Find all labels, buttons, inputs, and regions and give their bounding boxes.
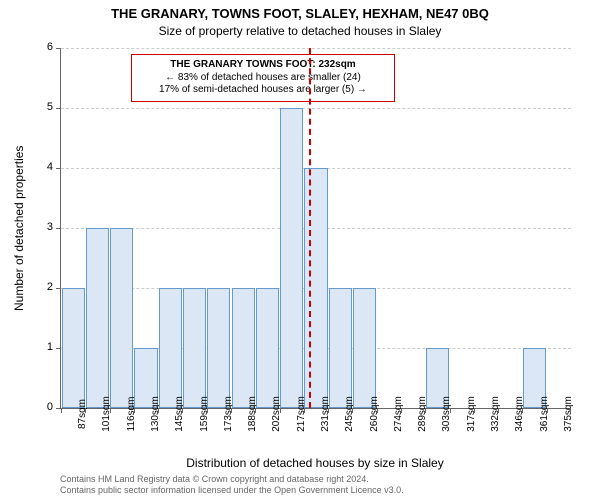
x-tick <box>85 408 86 413</box>
x-tick <box>547 408 548 413</box>
x-axis-label: Distribution of detached houses by size … <box>60 456 570 470</box>
chart-subtitle: Size of property relative to detached ho… <box>0 24 600 38</box>
x-tick <box>158 408 159 413</box>
x-tick <box>255 408 256 413</box>
x-tick <box>498 408 499 413</box>
chart-container: THE GRANARY, TOWNS FOOT, SLALEY, HEXHAM,… <box>0 0 600 500</box>
x-tick <box>570 408 571 413</box>
x-tick-label: 260sqm <box>369 396 380 432</box>
histogram-bar <box>329 288 352 408</box>
attribution: Contains HM Land Registry data © Crown c… <box>60 474 404 496</box>
histogram-bar <box>353 288 376 408</box>
x-tick <box>280 408 281 413</box>
histogram-bar <box>232 288 255 408</box>
y-tick-label: 5 <box>47 101 53 113</box>
x-tick <box>401 408 402 413</box>
y-tick-label: 4 <box>47 161 53 173</box>
attribution-line2: Contains public sector information licen… <box>60 485 404 496</box>
x-tick-label: 332sqm <box>490 396 501 432</box>
x-tick-label: 274sqm <box>393 396 404 432</box>
x-tick-label: 317sqm <box>466 396 477 432</box>
x-tick <box>304 408 305 413</box>
x-tick <box>182 408 183 413</box>
histogram-bar <box>183 288 206 408</box>
callout-line3: 17% of semi-detached houses are larger (… <box>138 84 388 97</box>
histogram-bar <box>280 108 303 408</box>
x-tick-label: 303sqm <box>441 396 452 432</box>
x-tick <box>231 408 232 413</box>
y-tick-label: 1 <box>47 341 53 353</box>
callout-line2: ← 83% of detached houses are smaller (24… <box>138 72 388 85</box>
histogram-bar <box>110 228 133 408</box>
plot-area: THE GRANARY TOWNS FOOT: 232sqm ← 83% of … <box>60 48 571 409</box>
y-axis-label: Number of detached properties <box>12 48 28 408</box>
x-tick <box>352 408 353 413</box>
grid-line <box>61 108 571 109</box>
marker-callout: THE GRANARY TOWNS FOOT: 232sqm ← 83% of … <box>131 54 395 102</box>
callout-title: THE GRANARY TOWNS FOOT: 232sqm <box>138 59 388 72</box>
x-tick <box>110 408 111 413</box>
chart-title: THE GRANARY, TOWNS FOOT, SLALEY, HEXHAM,… <box>0 6 600 21</box>
attribution-line1: Contains HM Land Registry data © Crown c… <box>60 474 404 485</box>
histogram-bar <box>159 288 182 408</box>
x-tick <box>134 408 135 413</box>
y-tick-label: 2 <box>47 281 53 293</box>
histogram-bar <box>256 288 279 408</box>
grid-line <box>61 48 571 49</box>
x-tick <box>61 408 62 413</box>
x-tick <box>425 408 426 413</box>
histogram-bar <box>86 228 109 408</box>
x-tick <box>522 408 523 413</box>
x-tick-label: 375sqm <box>563 396 574 432</box>
histogram-bar <box>62 288 85 408</box>
x-tick <box>207 408 208 413</box>
x-tick <box>328 408 329 413</box>
x-tick <box>377 408 378 413</box>
y-tick-label: 0 <box>47 401 53 413</box>
x-tick <box>474 408 475 413</box>
y-tick-label: 3 <box>47 221 53 233</box>
x-tick <box>450 408 451 413</box>
x-tick-label: 361sqm <box>539 396 550 432</box>
y-tick-label: 6 <box>47 41 53 53</box>
marker-line <box>309 48 311 408</box>
histogram-bar <box>207 288 230 408</box>
